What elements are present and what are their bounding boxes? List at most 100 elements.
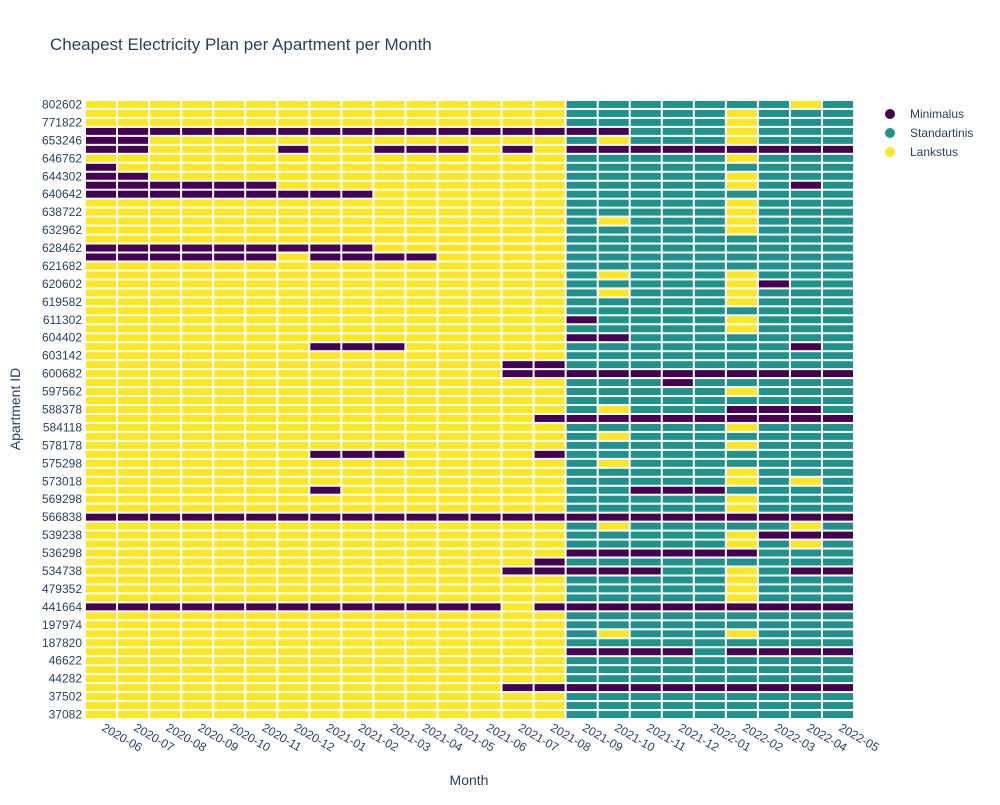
legend-item[interactable]: Standartinis [885,126,973,140]
heatmap-cell [662,576,693,584]
heatmap-cell [630,361,661,369]
heatmap-cell [470,325,501,333]
heatmap-cell [342,199,373,207]
heatmap-cell [342,101,373,108]
heatmap-cell [822,244,853,252]
heatmap-cell [470,594,501,602]
heatmap-cell [406,163,437,171]
heatmap-cell [310,441,341,449]
heatmap-cell [182,361,213,369]
heatmap-cell [630,576,661,584]
heatmap-cell [86,145,117,153]
heatmap-cell [150,145,181,153]
heatmap-cell [502,414,533,422]
heatmap-cell [534,145,565,153]
heatmap-cell [758,522,789,530]
y-axis-ticks: 3708237502442824662218782019797444166447… [42,97,82,721]
heatmap-cell [758,450,789,458]
heatmap-cell [470,414,501,422]
heatmap-cell [438,226,469,234]
heatmap-cell [662,217,693,225]
heatmap-cell [790,289,821,297]
heatmap-cell [118,549,149,557]
heatmap-cell [566,621,597,629]
heatmap-cell [246,657,277,665]
heatmap-cell [182,522,213,530]
heatmap-cell [534,244,565,252]
heatmap-cell [118,199,149,207]
y-tick-label: 536298 [42,546,82,560]
heatmap-cell [214,352,245,360]
legend-item[interactable]: Lankstus [885,145,958,159]
heatmap-cell [534,477,565,485]
heatmap-cell [790,334,821,342]
heatmap-cell [726,118,757,126]
heatmap-cell [86,217,117,225]
heatmap-cell [790,666,821,674]
heatmap-cell [246,172,277,180]
heatmap-cell [182,621,213,629]
heatmap-cell [86,513,117,521]
heatmap-cell [790,235,821,243]
heatmap-cell [566,513,597,521]
heatmap-cell [790,594,821,602]
heatmap-cell [182,513,213,521]
heatmap-cell [662,127,693,135]
heatmap-cell [790,262,821,270]
heatmap-cell [758,639,789,647]
heatmap-cell [246,154,277,162]
heatmap-cell [406,298,437,306]
heatmap-cell [86,154,117,162]
heatmap-cell [566,118,597,126]
heatmap-cell [662,352,693,360]
heatmap-cell [438,693,469,701]
heatmap-cell [438,594,469,602]
heatmap-cell [214,468,245,476]
heatmap-cell [374,217,405,225]
heatmap-cell [822,217,853,225]
heatmap-cell [790,370,821,378]
heatmap-cell [182,289,213,297]
heatmap-cell [534,702,565,710]
heatmap-cell [630,486,661,494]
legend-item[interactable]: Minimalus [885,107,964,121]
heatmap-cell [406,522,437,530]
heatmap-cell [566,603,597,611]
heatmap-cell [694,397,725,405]
heatmap-cell [342,379,373,387]
heatmap-cell [214,684,245,692]
heatmap-cell [150,361,181,369]
heatmap-cell [150,325,181,333]
heatmap-cell [406,316,437,324]
heatmap-cell [182,298,213,306]
heatmap-cell [182,423,213,431]
heatmap-cell [406,576,437,584]
heatmap-cell [374,522,405,530]
heatmap-cell [726,432,757,440]
heatmap-cell [406,109,437,117]
heatmap-cell [630,127,661,135]
heatmap-cell [502,289,533,297]
heatmap-cell [406,693,437,701]
heatmap-cell [758,145,789,153]
heatmap-cell [566,145,597,153]
heatmap-cell [374,549,405,557]
heatmap-cell [694,504,725,512]
heatmap-cell [86,271,117,279]
heatmap-cell [310,298,341,306]
heatmap-cell [374,109,405,117]
heatmap-cell [598,343,629,351]
heatmap-cell [694,109,725,117]
heatmap-cell [214,630,245,638]
heatmap-cell [310,549,341,557]
heatmap-cell [758,271,789,279]
heatmap-cell [694,298,725,306]
heatmap-cell [86,388,117,396]
heatmap-cell [726,397,757,405]
heatmap-cell [726,199,757,207]
legend[interactable]: Minimalus Standartinis Lankstus [885,107,973,159]
heatmap-cell [790,459,821,467]
heatmap-cell [278,379,309,387]
heatmap-cell [86,118,117,126]
heatmap-cell [118,307,149,315]
